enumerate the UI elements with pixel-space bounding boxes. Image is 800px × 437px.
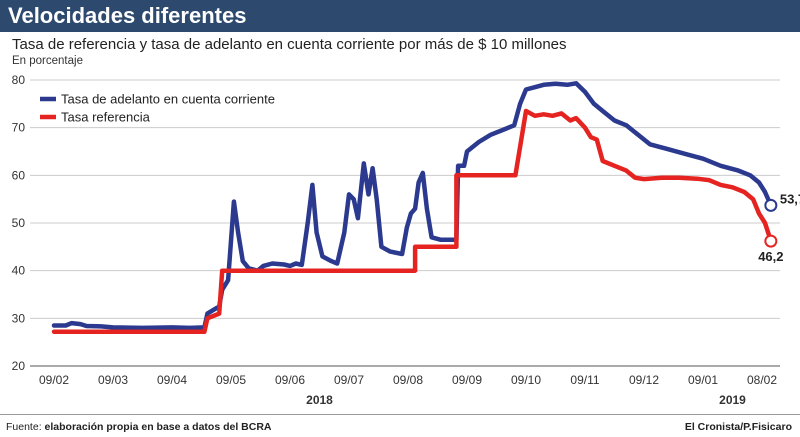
y-tick-label-60: 60 (12, 168, 26, 182)
year-label-2018: 2018 (306, 393, 333, 407)
unit-label: En porcentaje (12, 55, 83, 67)
year-label-2019: 2019 (719, 393, 746, 407)
source-prefix: Fuente: (6, 421, 42, 433)
line-chart: 20 30 40 50 60 70 80 09/02 09/03 09/04 09/05 09/06 0… (12, 73, 800, 407)
footer-divider (0, 414, 800, 415)
credit-note: El Cronista/P.Fisicaro (684, 421, 792, 433)
end-marker-adelanto (764, 198, 778, 212)
x-tick-label: 09/04 (157, 373, 187, 387)
x-tick-label: 09/10 (511, 373, 541, 387)
series-line-adelanto (51, 81, 774, 331)
x-tick-label: 08/02 (747, 373, 777, 387)
x-tick-label: 09/02 (39, 373, 69, 387)
x-tick-label: 09/01 (688, 373, 718, 387)
y-tick-label-70: 70 (12, 121, 26, 135)
legend-label-referencia: Tasa referencia (61, 110, 151, 125)
end-marker-referencia (764, 234, 778, 248)
legend-label-adelanto: Tasa de adelanto en cuenta corriente (61, 92, 275, 107)
end-value-label-referencia: 46,2 (758, 249, 783, 264)
y-tick-label-40: 40 (12, 264, 26, 278)
end-value-label-adelanto: 53,7 (780, 191, 800, 206)
y-tick-label-80: 80 (12, 73, 26, 87)
x-tick-label: 09/03 (98, 373, 128, 387)
chart-title: Velocidades diferentes (8, 3, 247, 28)
x-tick-label: 09/05 (216, 373, 246, 387)
series-line-referencia (51, 108, 774, 334)
x-tick-label: 09/06 (275, 373, 305, 387)
x-tick-label: 09/08 (393, 373, 423, 387)
chart-subtitle: Tasa de referencia y tasa de adelanto en… (12, 36, 567, 53)
y-tick-label-30: 30 (12, 311, 26, 325)
y-tick-label-50: 50 (12, 216, 26, 230)
y-tick-label-20: 20 (12, 359, 26, 373)
source-note: Fuente: elaboración propia en base a dat… (6, 421, 272, 433)
title-bar: Velocidades diferentes (0, 0, 800, 32)
x-tick-label: 09/07 (334, 373, 364, 387)
x-tick-label: 09/09 (452, 373, 482, 387)
source-text: elaboración propia en base a datos del B… (44, 421, 272, 433)
x-tick-label: 09/12 (629, 373, 659, 387)
x-tick-label: 09/11 (570, 373, 599, 387)
